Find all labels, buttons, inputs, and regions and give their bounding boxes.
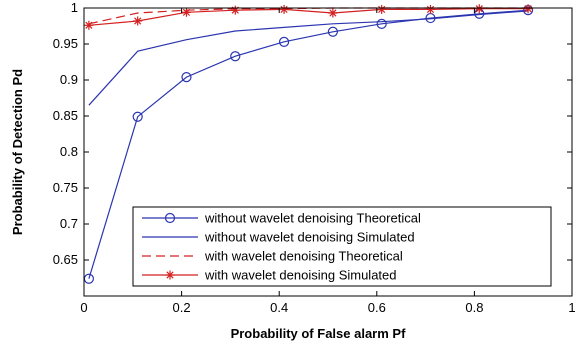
- legend-marker: [165, 270, 175, 280]
- x-tick-label: 0.6: [368, 300, 386, 315]
- y-axis-title: Probability of Detection Pd: [10, 69, 25, 235]
- legend-item: without wavelet denoising Theoretical: [142, 211, 421, 226]
- legend-item: with wavelet denoising Simulated: [142, 268, 397, 283]
- legend: without wavelet denoising Theoretical wit…: [132, 206, 552, 287]
- series-layer: [83, 4, 534, 284]
- data-point: [84, 20, 94, 30]
- data-point: [425, 4, 435, 14]
- data-point: [230, 51, 241, 62]
- series-line: [88, 8, 529, 26]
- legend-label: without wavelet denoising Simulated: [204, 230, 415, 245]
- data-point: [377, 4, 387, 14]
- series-line: [88, 10, 529, 106]
- series-line: [88, 9, 529, 279]
- data-point: [376, 18, 387, 29]
- y-tick-label: 0.85: [53, 108, 78, 123]
- y-tick-label: 0.95: [53, 36, 78, 51]
- ticks-layer: 0 0.2 0.4 0.6 0.8 1 0.65 0.7 0.75 0.8 0.85 0.9 0.95 1: [53, 0, 575, 315]
- legend-box: [132, 206, 552, 287]
- data-point: [279, 4, 289, 14]
- y-tick-label: 1: [71, 0, 78, 15]
- y-tick-label: 0.65: [53, 252, 78, 267]
- x-tick-label: 1: [568, 300, 575, 315]
- data-point: [474, 4, 484, 14]
- x-tick-label: 0.2: [173, 300, 191, 315]
- y-tick-label: 0.7: [60, 216, 78, 231]
- data-point: [230, 5, 240, 15]
- series-4: [84, 4, 533, 30]
- data-point: [328, 8, 338, 18]
- legend-items: without wavelet denoising Theoretical wit…: [142, 211, 421, 283]
- series-2: [88, 10, 529, 106]
- data-point: [133, 16, 143, 26]
- y-tick-label: 0.8: [60, 144, 78, 159]
- y-tick-label: 0.9: [60, 72, 78, 87]
- data-point: [132, 111, 143, 122]
- data-point: [523, 4, 533, 14]
- x-axis-title: Probability of False alarm Pf: [231, 326, 406, 341]
- y-tick-label: 0.75: [53, 180, 78, 195]
- data-point: [181, 72, 192, 83]
- x-tick-label: 0: [80, 300, 87, 315]
- legend-label: with wavelet denoising Simulated: [204, 268, 397, 283]
- legend-label: with wavelet denoising Theoretical: [204, 249, 403, 264]
- legend-marker: [164, 212, 176, 224]
- x-tick-label: 0.4: [270, 300, 288, 315]
- legend-item: without wavelet denoising Simulated: [142, 230, 415, 245]
- legend-label: without wavelet denoising Theoretical: [204, 211, 421, 226]
- data-point: [327, 26, 338, 37]
- legend-item: with wavelet denoising Theoretical: [142, 249, 403, 264]
- data-point: [278, 36, 290, 47]
- data-point: [181, 7, 191, 17]
- x-tick-label: 0.8: [465, 300, 483, 315]
